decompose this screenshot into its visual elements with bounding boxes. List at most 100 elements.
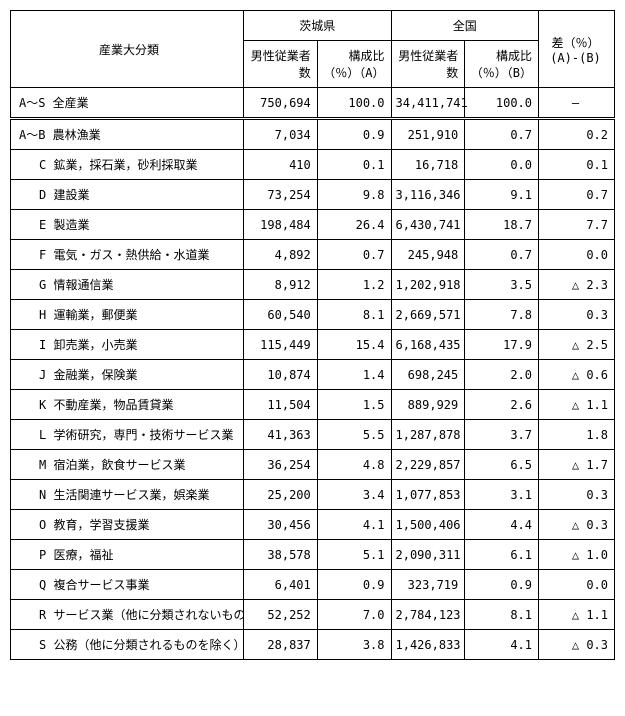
row-ibaraki-pct: 1.2 bbox=[317, 270, 391, 300]
header-ibaraki-male: 男性従業者数 bbox=[244, 41, 318, 88]
row-national-male: 3,116,346 bbox=[391, 180, 465, 210]
row-national-pct: 4.1 bbox=[465, 630, 539, 660]
row-ibaraki-male: 410 bbox=[244, 150, 318, 180]
row-label: N 生活関連サービス業，娯楽業 bbox=[11, 480, 244, 510]
header-ibaraki: 茨城県 bbox=[244, 11, 392, 41]
table-row: E 製造業198,48426.46,430,74118.77.7 bbox=[11, 210, 615, 240]
table-row: R サービス業（他に分類されないもの）52,2527.02,784,1238.1… bbox=[11, 600, 615, 630]
row-diff: △ 1.7 bbox=[539, 450, 615, 480]
row-national-pct: 18.7 bbox=[465, 210, 539, 240]
table-row: H 運輸業，郵便業60,5408.12,669,5717.80.3 bbox=[11, 300, 615, 330]
row-ibaraki-pct: 9.8 bbox=[317, 180, 391, 210]
row-national-pct: 3.5 bbox=[465, 270, 539, 300]
row-national-pct: 6.1 bbox=[465, 540, 539, 570]
row-ibaraki-pct: 8.1 bbox=[317, 300, 391, 330]
row-label: G 情報通信業 bbox=[11, 270, 244, 300]
row-national-male: 1,426,833 bbox=[391, 630, 465, 660]
table-row: J 金融業，保険業10,8741.4698,2452.0△ 0.6 bbox=[11, 360, 615, 390]
row-ibaraki-pct: 5.1 bbox=[317, 540, 391, 570]
table-row: Q 複合サービス事業6,4010.9323,7190.90.0 bbox=[11, 570, 615, 600]
row-national-pct: 9.1 bbox=[465, 180, 539, 210]
row-national-pct: 6.5 bbox=[465, 450, 539, 480]
row-national-male: 1,287,878 bbox=[391, 420, 465, 450]
row-label: S 公務（他に分類されるものを除く） bbox=[11, 630, 244, 660]
row-national-male: 2,090,311 bbox=[391, 540, 465, 570]
row-ibaraki-male: 6,401 bbox=[244, 570, 318, 600]
row-diff: △ 2.3 bbox=[539, 270, 615, 300]
row-diff: 0.3 bbox=[539, 300, 615, 330]
table-row: I 卸売業，小売業115,44915.46,168,43517.9△ 2.5 bbox=[11, 330, 615, 360]
row-diff: △ 2.5 bbox=[539, 330, 615, 360]
row-label: P 医療，福祉 bbox=[11, 540, 244, 570]
row-national-male: 6,430,741 bbox=[391, 210, 465, 240]
table-row: M 宿泊業，飲食サービス業36,2544.82,229,8576.5△ 1.7 bbox=[11, 450, 615, 480]
row-national-pct: 2.6 bbox=[465, 390, 539, 420]
row-label: O 教育，学習支援業 bbox=[11, 510, 244, 540]
row-diff: △ 0.3 bbox=[539, 630, 615, 660]
row-diff: 0.1 bbox=[539, 150, 615, 180]
header-national-pct: 構成比（％）（B） bbox=[465, 41, 539, 88]
table-row: N 生活関連サービス業，娯楽業25,2003.41,077,8533.10.3 bbox=[11, 480, 615, 510]
row-ibaraki-pct: 3.8 bbox=[317, 630, 391, 660]
row-ibaraki-male: 11,504 bbox=[244, 390, 318, 420]
row-national-male: 323,719 bbox=[391, 570, 465, 600]
row-national-male: 1,202,918 bbox=[391, 270, 465, 300]
row-ibaraki-pct: 0.9 bbox=[317, 570, 391, 600]
row-label: R サービス業（他に分類されないもの） bbox=[11, 600, 244, 630]
row-ibaraki-pct: 4.8 bbox=[317, 450, 391, 480]
row-diff: 0.0 bbox=[539, 240, 615, 270]
row-ibaraki-pct: 3.4 bbox=[317, 480, 391, 510]
row-label: A～B 農林漁業 bbox=[11, 119, 244, 150]
table-row: C 鉱業，採石業，砂利採取業4100.116,7180.00.1 bbox=[11, 150, 615, 180]
row-ibaraki-pct: 1.4 bbox=[317, 360, 391, 390]
header-ibaraki-pct: 構成比（％）（A） bbox=[317, 41, 391, 88]
table-row: L 学術研究，専門・技術サービス業41,3635.51,287,8783.71.… bbox=[11, 420, 615, 450]
row-national-pct: 8.1 bbox=[465, 600, 539, 630]
total-ibaraki-pct: 100.0 bbox=[317, 88, 391, 119]
row-ibaraki-male: 4,892 bbox=[244, 240, 318, 270]
row-diff: 0.7 bbox=[539, 180, 615, 210]
table-row: D 建設業73,2549.83,116,3469.10.7 bbox=[11, 180, 615, 210]
row-ibaraki-pct: 15.4 bbox=[317, 330, 391, 360]
total-national-pct: 100.0 bbox=[465, 88, 539, 119]
row-ibaraki-pct: 0.7 bbox=[317, 240, 391, 270]
row-label: I 卸売業，小売業 bbox=[11, 330, 244, 360]
row-national-pct: 7.8 bbox=[465, 300, 539, 330]
row-ibaraki-male: 7,034 bbox=[244, 119, 318, 150]
table-row: O 教育，学習支援業30,4564.11,500,4064.4△ 0.3 bbox=[11, 510, 615, 540]
row-diff: 0.0 bbox=[539, 570, 615, 600]
row-diff: △ 1.0 bbox=[539, 540, 615, 570]
row-ibaraki-male: 28,837 bbox=[244, 630, 318, 660]
row-ibaraki-male: 115,449 bbox=[244, 330, 318, 360]
row-label: E 製造業 bbox=[11, 210, 244, 240]
table-row: P 医療，福祉38,5785.12,090,3116.1△ 1.0 bbox=[11, 540, 615, 570]
row-label: L 学術研究，専門・技術サービス業 bbox=[11, 420, 244, 450]
row-diff: 1.8 bbox=[539, 420, 615, 450]
total-national-male: 34,411,741 bbox=[391, 88, 465, 119]
table-row: G 情報通信業8,9121.21,202,9183.5△ 2.3 bbox=[11, 270, 615, 300]
row-ibaraki-male: 60,540 bbox=[244, 300, 318, 330]
row-ibaraki-male: 198,484 bbox=[244, 210, 318, 240]
total-ibaraki-male: 750,694 bbox=[244, 88, 318, 119]
row-national-male: 245,948 bbox=[391, 240, 465, 270]
row-national-pct: 17.9 bbox=[465, 330, 539, 360]
row-national-male: 2,669,571 bbox=[391, 300, 465, 330]
row-label: M 宿泊業，飲食サービス業 bbox=[11, 450, 244, 480]
table-row: K 不動産業，物品賃貸業11,5041.5889,9292.6△ 1.1 bbox=[11, 390, 615, 420]
row-ibaraki-pct: 5.5 bbox=[317, 420, 391, 450]
row-label: H 運輸業，郵便業 bbox=[11, 300, 244, 330]
row-national-male: 6,168,435 bbox=[391, 330, 465, 360]
row-ibaraki-male: 52,252 bbox=[244, 600, 318, 630]
header-category: 産業大分類 bbox=[11, 11, 244, 88]
total-row: A～S 全産業 750,694 100.0 34,411,741 100.0 ― bbox=[11, 88, 615, 119]
row-ibaraki-pct: 0.9 bbox=[317, 119, 391, 150]
row-ibaraki-male: 10,874 bbox=[244, 360, 318, 390]
row-national-male: 251,910 bbox=[391, 119, 465, 150]
header-national: 全国 bbox=[391, 11, 539, 41]
row-diff: △ 0.6 bbox=[539, 360, 615, 390]
total-label: A～S 全産業 bbox=[11, 88, 244, 119]
row-national-male: 698,245 bbox=[391, 360, 465, 390]
header-national-male: 男性従業者数 bbox=[391, 41, 465, 88]
row-ibaraki-male: 30,456 bbox=[244, 510, 318, 540]
row-national-male: 1,077,853 bbox=[391, 480, 465, 510]
